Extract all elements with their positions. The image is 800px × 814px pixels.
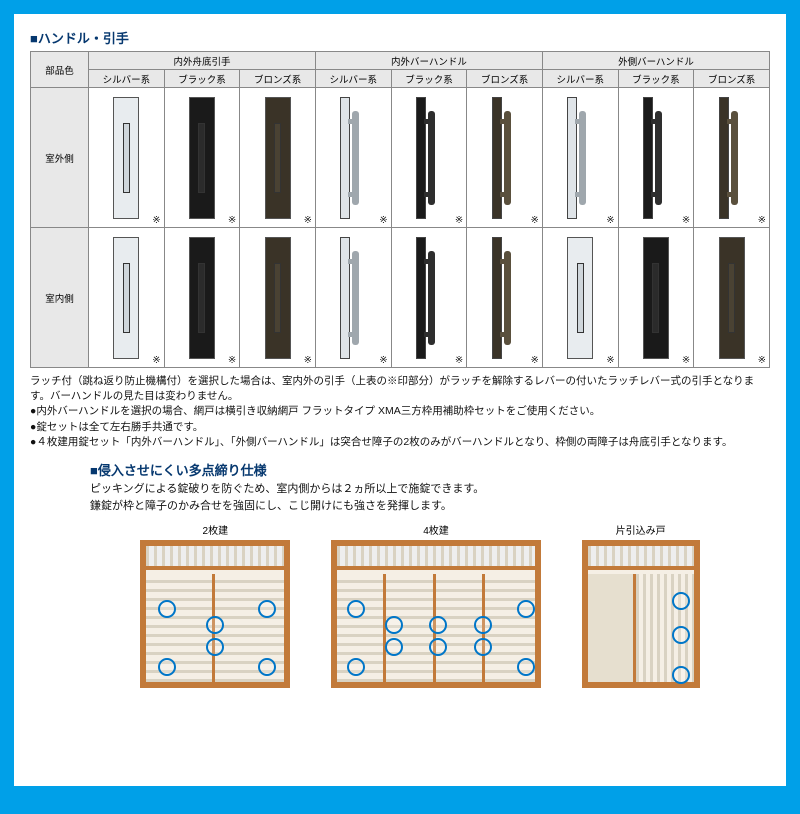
lock-point-icon bbox=[474, 638, 492, 656]
note-mark: ※ bbox=[455, 215, 463, 226]
note-mark: ※ bbox=[758, 215, 766, 226]
note-mark: ※ bbox=[152, 215, 160, 226]
page: ■ハンドル・引手 部品色 内外舟底引手 内外バーハンドル 外側バーハンドル シル… bbox=[14, 14, 786, 786]
handle-cell: ※ bbox=[391, 228, 467, 368]
lock-point-icon bbox=[347, 600, 365, 618]
note-line: ラッチ付（跳ね返り防止機構付）を選択した場合は、室内外の引手（上表の※印部分）が… bbox=[30, 374, 770, 404]
handle-cell: ※ bbox=[240, 228, 316, 368]
handle-cell: ※ bbox=[467, 228, 543, 368]
note-mark: ※ bbox=[606, 355, 614, 366]
door-2panel-label: 2枚建 bbox=[140, 522, 290, 537]
handle-cell: ※ bbox=[164, 228, 240, 368]
handle-cell: ※ bbox=[694, 88, 770, 228]
multipoint-text: ピッキングによる錠破りを防ぐため、室内側からは２ヵ所以上で施錠できます。 鎌錠が… bbox=[90, 481, 750, 514]
lock-point-icon bbox=[672, 626, 690, 644]
row-label-inside: 室内側 bbox=[31, 228, 89, 368]
group-inout-bar: 内外バーハンドル bbox=[315, 52, 542, 70]
note-mark: ※ bbox=[228, 215, 236, 226]
note-mark: ※ bbox=[531, 215, 539, 226]
lock-point-icon bbox=[347, 658, 365, 676]
col-color: ブロンズ系 bbox=[694, 70, 770, 88]
col-header-partcolor: 部品色 bbox=[31, 52, 89, 88]
note-mark: ※ bbox=[152, 355, 160, 366]
lock-point-icon bbox=[385, 616, 403, 634]
row-label-outside: 室外側 bbox=[31, 88, 89, 228]
door-single-block: 片引込み戸 bbox=[582, 522, 700, 688]
handle-cell: ※ bbox=[89, 88, 165, 228]
note-mark: ※ bbox=[304, 355, 312, 366]
door-2panel-block: 2枚建 bbox=[140, 522, 290, 688]
lock-point-icon bbox=[429, 616, 447, 634]
section-handles-title: ■ハンドル・引手 bbox=[30, 28, 770, 47]
handle-cell: ※ bbox=[164, 88, 240, 228]
note-mark: ※ bbox=[379, 355, 387, 366]
col-color: ブラック系 bbox=[164, 70, 240, 88]
handle-cell: ※ bbox=[391, 88, 467, 228]
door-2panel bbox=[140, 540, 290, 688]
note-mark: ※ bbox=[531, 355, 539, 366]
door-4panel bbox=[331, 540, 541, 688]
lock-point-icon bbox=[517, 600, 535, 618]
note-mark: ※ bbox=[682, 215, 690, 226]
notes-block: ラッチ付（跳ね返り防止機構付）を選択した場合は、室内外の引手（上表の※印部分）が… bbox=[30, 374, 770, 450]
lock-point-icon bbox=[672, 666, 690, 684]
note-line: ●錠セットは全て左右勝手共通です。 bbox=[30, 420, 770, 435]
col-color: ブラック系 bbox=[618, 70, 694, 88]
note-mark: ※ bbox=[682, 355, 690, 366]
group-out-bar: 外側バーハンドル bbox=[542, 52, 769, 70]
col-color: シルバー系 bbox=[89, 70, 165, 88]
note-mark: ※ bbox=[758, 355, 766, 366]
note-line: ●４枚建用錠セット「内外バーハンドル」、「外側バーハンドル」は突合せ障子の2枚の… bbox=[30, 435, 770, 450]
lock-point-icon bbox=[429, 638, 447, 656]
handle-cell: ※ bbox=[89, 228, 165, 368]
door-4panel-label: 4枚建 bbox=[331, 522, 541, 537]
multipoint-title: ■侵入させにくい多点締り仕様 bbox=[90, 460, 750, 479]
multipoint-section: ■侵入させにくい多点締り仕様 ピッキングによる錠破りを防ぐため、室内側からは２ヵ… bbox=[30, 460, 770, 688]
note-mark: ※ bbox=[606, 215, 614, 226]
note-mark: ※ bbox=[455, 355, 463, 366]
note-mark: ※ bbox=[228, 355, 236, 366]
handle-cell: ※ bbox=[542, 228, 618, 368]
lock-point-icon bbox=[672, 592, 690, 610]
handle-cell: ※ bbox=[467, 88, 543, 228]
door-single bbox=[582, 540, 700, 688]
col-color: シルバー系 bbox=[542, 70, 618, 88]
handles-table: 部品色 内外舟底引手 内外バーハンドル 外側バーハンドル シルバー系ブラック系ブ… bbox=[30, 51, 770, 368]
note-line: ●内外バーハンドルを選択の場合、網戸は横引き収納網戸 フラットタイプ XMA三方… bbox=[30, 404, 770, 419]
group-funazoko: 内外舟底引手 bbox=[89, 52, 316, 70]
handle-cell: ※ bbox=[315, 88, 391, 228]
lock-point-icon bbox=[385, 638, 403, 656]
handle-cell: ※ bbox=[694, 228, 770, 368]
col-color: ブロンズ系 bbox=[467, 70, 543, 88]
doors-row: 2枚建 4枚建 片引込み戸 bbox=[90, 522, 750, 688]
handle-cell: ※ bbox=[315, 228, 391, 368]
lock-point-icon bbox=[517, 658, 535, 676]
handle-cell: ※ bbox=[542, 88, 618, 228]
handle-cell: ※ bbox=[240, 88, 316, 228]
door-single-label: 片引込み戸 bbox=[582, 522, 700, 537]
col-color: シルバー系 bbox=[315, 70, 391, 88]
handle-cell: ※ bbox=[618, 228, 694, 368]
door-4panel-block: 4枚建 bbox=[331, 522, 541, 688]
col-color: ブロンズ系 bbox=[240, 70, 316, 88]
note-mark: ※ bbox=[379, 215, 387, 226]
col-color: ブラック系 bbox=[391, 70, 467, 88]
handle-cell: ※ bbox=[618, 88, 694, 228]
note-mark: ※ bbox=[304, 215, 312, 226]
lock-point-icon bbox=[474, 616, 492, 634]
